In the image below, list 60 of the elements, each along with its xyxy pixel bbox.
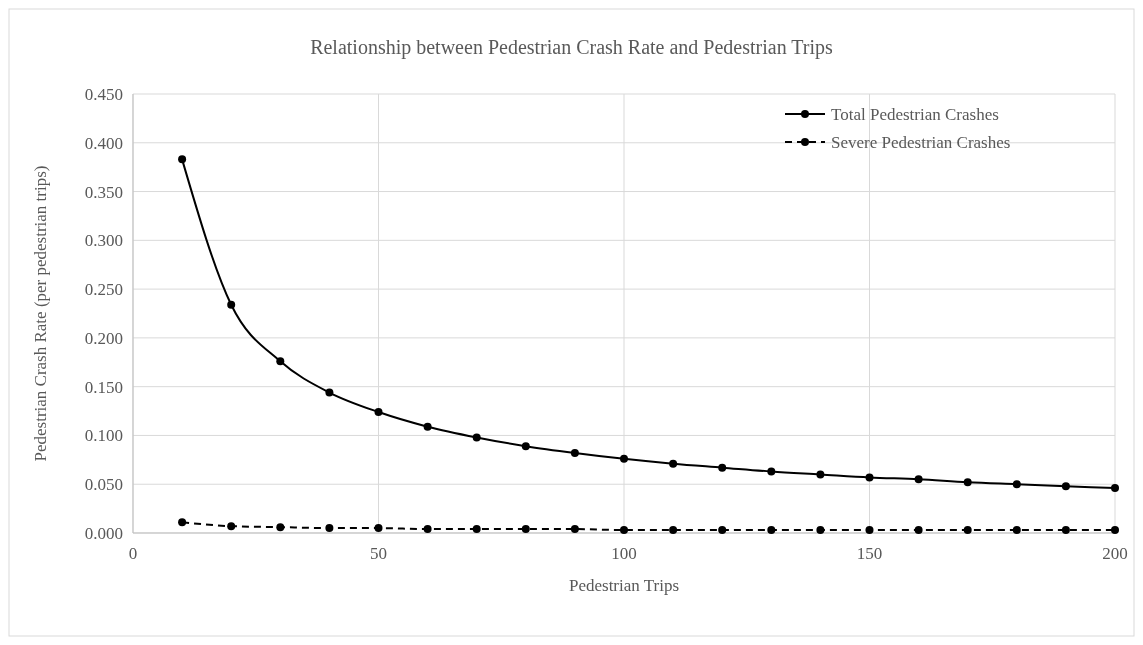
y-tick-label: 0.450 xyxy=(84,85,123,104)
point xyxy=(816,526,825,535)
point xyxy=(227,522,236,531)
point xyxy=(620,454,628,463)
point xyxy=(767,526,776,535)
point xyxy=(914,526,923,535)
point xyxy=(1111,526,1119,535)
y-tick-label: 0.000 xyxy=(84,524,123,543)
y-tick-label: 0.150 xyxy=(84,377,123,397)
point xyxy=(767,467,776,476)
point xyxy=(423,525,432,534)
point xyxy=(570,525,579,534)
y-tick-label: 0.300 xyxy=(84,231,123,251)
point xyxy=(178,518,187,527)
y-tick-label: 0.200 xyxy=(84,328,123,348)
y-tick-label: 0.250 xyxy=(84,280,123,300)
point xyxy=(178,155,187,164)
point xyxy=(718,463,727,472)
point xyxy=(1061,526,1070,535)
y-tick-label: 0.050 xyxy=(84,475,123,495)
y-tick-label: 0.100 xyxy=(84,426,123,446)
x-axis-title: Pedestrian Trips xyxy=(568,576,680,595)
y-axis-title: Pedestrian Crash Rate (per pedestrian trips) xyxy=(31,165,50,462)
point xyxy=(325,388,334,397)
point xyxy=(472,433,481,442)
point xyxy=(865,526,874,535)
point xyxy=(1061,482,1070,491)
point xyxy=(1111,484,1119,493)
point xyxy=(914,475,923,484)
y-tick-label: 0.400 xyxy=(84,133,123,153)
point xyxy=(816,470,825,479)
point xyxy=(718,526,727,535)
point xyxy=(521,525,530,534)
point xyxy=(570,449,579,457)
point xyxy=(227,300,236,309)
point xyxy=(276,357,285,366)
point xyxy=(374,408,383,417)
x-tick-label: 0 xyxy=(128,544,138,563)
point xyxy=(472,525,481,534)
point xyxy=(521,442,530,451)
point xyxy=(276,523,285,532)
x-tick-label: 200 xyxy=(1102,544,1128,563)
point xyxy=(669,526,678,535)
point xyxy=(325,524,334,533)
point xyxy=(374,524,383,533)
x-tick-label: 50 xyxy=(370,544,387,563)
x-tick-label: 150 xyxy=(856,544,883,563)
point xyxy=(1012,480,1021,489)
y-tick-label: 0.350 xyxy=(84,182,123,202)
point xyxy=(423,422,432,431)
point xyxy=(620,526,628,535)
x-tick-label: 100 xyxy=(611,544,637,563)
chart-title: Relationship between Pedestrian Crash Rate and Pedestrian Trips xyxy=(310,36,834,59)
point xyxy=(963,478,972,487)
point xyxy=(669,459,678,468)
legend-label: Total Pedestrian Crashes xyxy=(831,105,999,124)
point xyxy=(963,526,972,535)
legend-label: Severe Pedestrian Crashes xyxy=(831,133,1011,152)
point xyxy=(1012,526,1021,535)
point xyxy=(865,473,874,482)
